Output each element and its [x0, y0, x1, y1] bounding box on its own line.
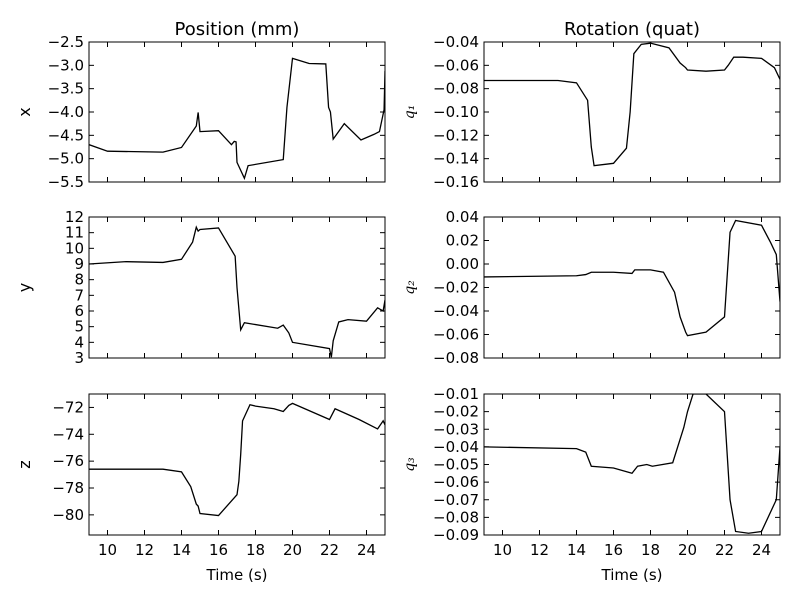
- y-axis-label-q3: q₃: [402, 457, 418, 472]
- y-tick-label: 4: [74, 333, 84, 351]
- y-tick-label: −0.10: [433, 103, 479, 121]
- y-tick-label: 12: [65, 208, 84, 226]
- subplot-q1: −0.04 −0.06 −0.08 −0.10 −0.12 −0.14 −0.16 q₁: [402, 33, 781, 191]
- y-tick-label: −0.08: [433, 80, 479, 98]
- y-tick-label: −0.02: [433, 279, 479, 297]
- x-tick-label: 16: [604, 541, 623, 559]
- y-tick-label: −74: [52, 425, 84, 443]
- y-tick-label: −0.08: [433, 508, 479, 526]
- series-line-x: [89, 57, 385, 181]
- subplot-grid: −2.5−3.0−3.5−4.0−4.5−5.0−5.5x12111098765…: [15, 33, 781, 559]
- y-tick-label: −0.04: [433, 33, 479, 51]
- subplot-z: −72 −74 −76 −78 −80 10 12 14 16 18 20 22 24 z: [15, 393, 386, 559]
- subplot-x: −2.5 −3.0 −3.5 −4.0 −4.5 −5.0 −5.5 x: [15, 33, 386, 191]
- column-title-rotation: Rotation (quat): [564, 19, 700, 40]
- y-tick-label: −4.5: [48, 126, 84, 144]
- series-line-q2: [484, 219, 780, 337]
- x-tick-label: 22: [715, 541, 734, 559]
- y-tick-label: 5: [74, 318, 84, 336]
- x-tick-label: 24: [357, 541, 376, 559]
- y-tick-label: −0.06: [433, 326, 479, 344]
- y-axis-label-x: x: [15, 107, 34, 116]
- y-tick-label: −0.09: [433, 526, 479, 544]
- x-tick-label: 14: [172, 541, 191, 559]
- x-tick-label: 24: [752, 541, 771, 559]
- y-tick-label: −78: [52, 479, 84, 497]
- x-tick-label: 20: [283, 541, 302, 559]
- x-tick-label: 14: [567, 541, 586, 559]
- y-axis-label-z: z: [15, 460, 34, 468]
- y-tick-label: −0.05: [433, 456, 479, 474]
- x-tick-label: 12: [135, 541, 154, 559]
- y-tick-label: 11: [65, 224, 84, 242]
- series-line-y: [89, 225, 385, 358]
- axes-frame-y: [88, 216, 386, 359]
- x-tick-label: 16: [209, 541, 228, 559]
- y-tick-label: 7: [74, 286, 84, 304]
- y-axis-label-q1: q₁: [402, 105, 418, 120]
- x-tick-label: 22: [320, 541, 339, 559]
- x-axis-label-left: Time (s): [206, 566, 268, 584]
- axes-frame-z: [88, 393, 386, 536]
- y-tick-label: −0.06: [433, 56, 479, 74]
- y-tick-label: −3.5: [48, 80, 84, 98]
- y-tick-label: 0.00: [446, 255, 479, 273]
- y-tick-label: −0.08: [433, 349, 479, 367]
- y-tick-label: 0.02: [446, 232, 479, 250]
- x-tick-label: 18: [641, 541, 660, 559]
- y-tick-label: −0.12: [433, 126, 479, 144]
- y-tick-label: 0.04: [446, 208, 479, 226]
- y-tick-label: 6: [74, 302, 84, 320]
- y-tick-label: −0.14: [433, 150, 479, 168]
- x-tick-label: 12: [530, 541, 549, 559]
- y-tick-label: −5.0: [48, 150, 84, 168]
- x-tick-label: 10: [493, 541, 512, 559]
- subplot-q2: 0.04 0.02 0.00 −0.02 −0.04 −0.06 −0.08 q₂: [402, 208, 781, 367]
- y-tick-label: −2.5: [48, 33, 84, 51]
- y-tick-label: −3.0: [48, 56, 84, 74]
- x-tick-label: 10: [98, 541, 117, 559]
- y-axis-label-y: y: [15, 283, 34, 292]
- subplot-q3: −0.01−0.02−0.03−0.04−0.05−0.06−0.07−0.08…: [402, 385, 781, 559]
- y-tick-label: −0.04: [433, 302, 479, 320]
- column-title-position: Position (mm): [175, 19, 300, 40]
- series-line-q3: [484, 394, 780, 534]
- y-tick-label: −76: [52, 452, 84, 470]
- y-tick-label: −72: [52, 398, 84, 416]
- y-tick-label: −0.01: [433, 385, 479, 403]
- y-tick-label: −0.06: [433, 473, 479, 491]
- series-line-z: [89, 402, 385, 517]
- y-tick-label: 3: [74, 349, 84, 367]
- y-tick-label: −5.5: [48, 173, 84, 191]
- y-tick-label: −0.16: [433, 173, 479, 191]
- series-line-q1: [484, 42, 780, 167]
- y-tick-label: −0.07: [433, 491, 479, 509]
- x-tick-label: 18: [246, 541, 265, 559]
- y-tick-label: 9: [74, 255, 84, 273]
- x-axis-label-right: Time (s): [601, 566, 663, 584]
- y-tick-label: 10: [65, 239, 84, 257]
- y-tick-label: −4.0: [48, 103, 84, 121]
- y-tick-label: −0.04: [433, 438, 479, 456]
- y-tick-label: 8: [74, 271, 84, 289]
- y-axis-label-q2: q₂: [402, 280, 418, 295]
- x-tick-label: 20: [678, 541, 697, 559]
- y-tick-label: −0.02: [433, 403, 479, 421]
- y-tick-label: −80: [52, 506, 84, 524]
- y-tick-label: −0.03: [433, 420, 479, 438]
